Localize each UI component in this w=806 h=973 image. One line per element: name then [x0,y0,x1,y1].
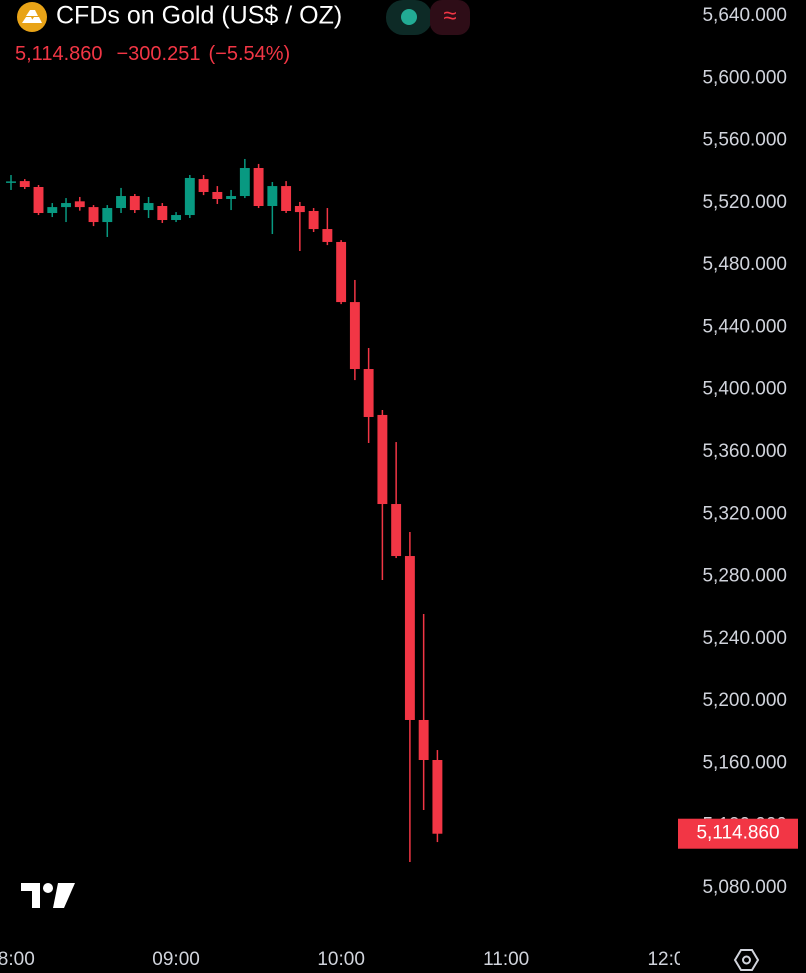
candle-body [308,210,319,230]
quote-price: 5,114.860 [15,43,103,65]
quote-change-pct: (−5.54%) [208,43,290,65]
candle-body [377,414,388,505]
candle-body [171,215,182,221]
candle-body [116,196,126,209]
candle-body [212,191,223,199]
candle-body [102,208,113,223]
axes: 5,080.0005,120.0005,160.0005,200.0005,24… [678,5,798,898]
candle-body [432,760,443,834]
plot-area: 08:00 09:00 10:00 11:00 12:00 [0,158,695,970]
candle-body [19,181,30,188]
candle-body [253,168,264,206]
price-tag [678,818,798,849]
symbol-icon [17,2,47,32]
candle-body [226,196,237,199]
candle-body [404,556,415,720]
price-tag-label: 5,114.860 [696,823,779,844]
chart-title: CFDs on Gold (US$ / OZ) [56,2,342,30]
candle-body [198,179,209,192]
candle-body [322,229,333,242]
y-tick-label: 5,480.000 [702,254,787,275]
candle-body [143,203,154,211]
y-tick-label: 5,440.000 [702,316,787,337]
y-tick-label: 5,600.000 [702,67,787,88]
y-tick-label: 5,360.000 [702,441,787,462]
quote-line: 5,114.860 −300.251 (−5.54%) [15,43,290,65]
candle-body [267,186,278,206]
y-tick-label: 5,200.000 [702,690,787,711]
tradingview-logo [21,883,75,908]
svg-text:≈: ≈ [443,2,456,29]
candle-body [336,241,347,303]
x-tick-label: 10:00 [317,949,365,970]
candle-body [184,177,195,216]
candle-body [33,187,44,214]
candle-body [294,205,305,213]
candle-body [391,504,402,557]
x-tick-label: 09:00 [152,949,200,970]
y-tick-label: 5,640.000 [702,5,787,26]
candle-body [74,201,85,208]
quote-change: −300.251 [117,43,201,65]
y-tick-label: 5,240.000 [702,628,787,649]
candle-body [61,203,71,208]
y-tick-label: 5,280.000 [702,566,787,587]
candle-body [363,369,374,417]
y-tick-label: 5,400.000 [702,379,787,400]
x-tick-label: 11:00 [483,949,529,970]
settings-icon[interactable] [733,949,760,971]
candle-body [239,168,250,197]
y-tick-label: 5,520.000 [702,192,787,213]
candle-body [47,207,58,214]
status-pills[interactable]: ≈ [386,0,470,35]
y-tick-label: 5,080.000 [702,877,787,898]
candle-body [129,196,140,211]
y-tick-label: 5,160.000 [702,752,787,773]
candle-body [349,302,360,370]
y-tick-label: 5,560.000 [702,130,787,151]
candle-body [6,181,16,183]
candle-body [281,186,292,211]
y-tick-label: 5,320.000 [702,503,787,524]
candle-body [88,207,99,223]
candle-body [157,205,168,221]
x-tick-label: 12:00 [647,949,695,970]
candle-body [418,719,429,761]
x-tick-label: 08:00 [0,949,35,970]
